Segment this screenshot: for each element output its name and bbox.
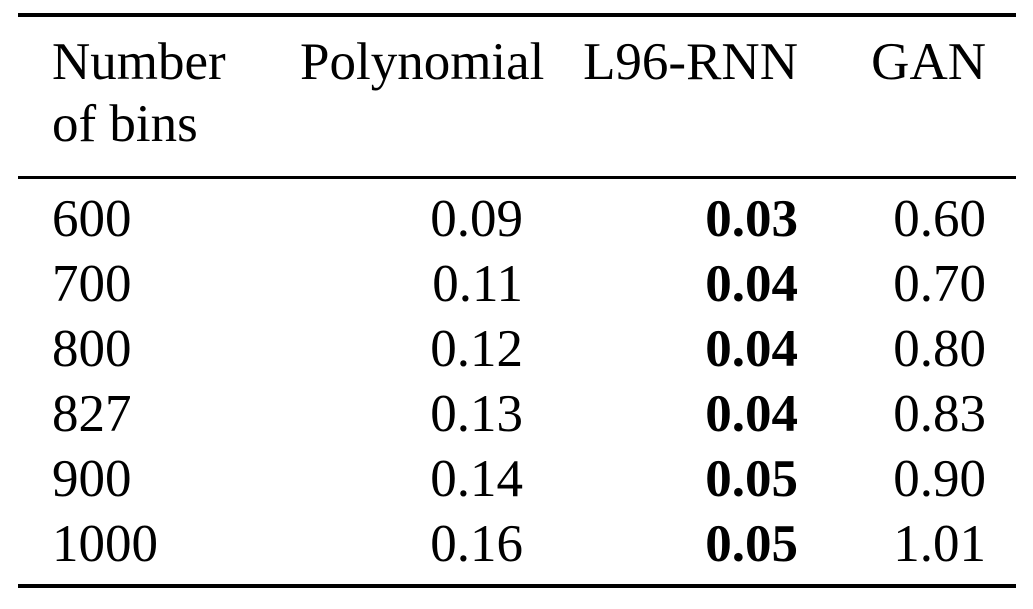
- table-cell-gan: 0.60: [893, 190, 986, 248]
- column-header-polynomial: Polynomial: [300, 33, 545, 91]
- table-cell-l96-rnn: 0.04: [705, 385, 798, 443]
- column-header-gan: GAN: [871, 33, 986, 91]
- table-cell-l96-rnn: 0.03: [705, 190, 798, 248]
- table-cell-polynomial: 0.13: [430, 385, 523, 443]
- table-cell-gan: 0.70: [893, 255, 986, 313]
- table-cell-l96-rnn: 0.05: [705, 450, 798, 508]
- table-cell-l96-rnn: 0.04: [705, 320, 798, 378]
- column-header-number-of-bins: Number of bins: [18, 31, 300, 155]
- table-cell-bins: 1000: [52, 515, 158, 573]
- table-cell-bins: 600: [52, 190, 132, 248]
- table-cell-bins: 800: [52, 320, 132, 378]
- table-bottom-rule: [18, 584, 1016, 588]
- column-header-l96-rnn: L96-RNN: [583, 33, 798, 91]
- table-cell-l96-rnn: 0.05: [705, 515, 798, 573]
- table-mid-rule: [18, 176, 1016, 179]
- table-top-rule: [18, 13, 1016, 17]
- table-cell-polynomial: 0.14: [430, 450, 523, 508]
- table-cell-bins: 700: [52, 255, 132, 313]
- table-header-row: Number of bins Polynomial L96-RNN GAN: [18, 31, 986, 155]
- table-body: 600 0.09 0.03 0.60 700 0.11 0.04 0.70 80…: [18, 187, 986, 577]
- table-cell-polynomial: 0.11: [432, 255, 523, 313]
- table-cell-gan: 0.90: [893, 450, 986, 508]
- table-cell-gan: 1.01: [893, 515, 986, 573]
- table-cell-polynomial: 0.09: [430, 190, 523, 248]
- table-cell-gan: 0.80: [893, 320, 986, 378]
- column-header-label: Number of bins: [52, 33, 226, 153]
- table-cell-bins: 827: [52, 385, 132, 443]
- table-cell-polynomial: 0.16: [430, 515, 523, 573]
- table-cell-l96-rnn: 0.04: [705, 255, 798, 313]
- table-cell-bins: 900: [52, 450, 132, 508]
- table-cell-polynomial: 0.12: [430, 320, 523, 378]
- table-cell-gan: 0.83: [893, 385, 986, 443]
